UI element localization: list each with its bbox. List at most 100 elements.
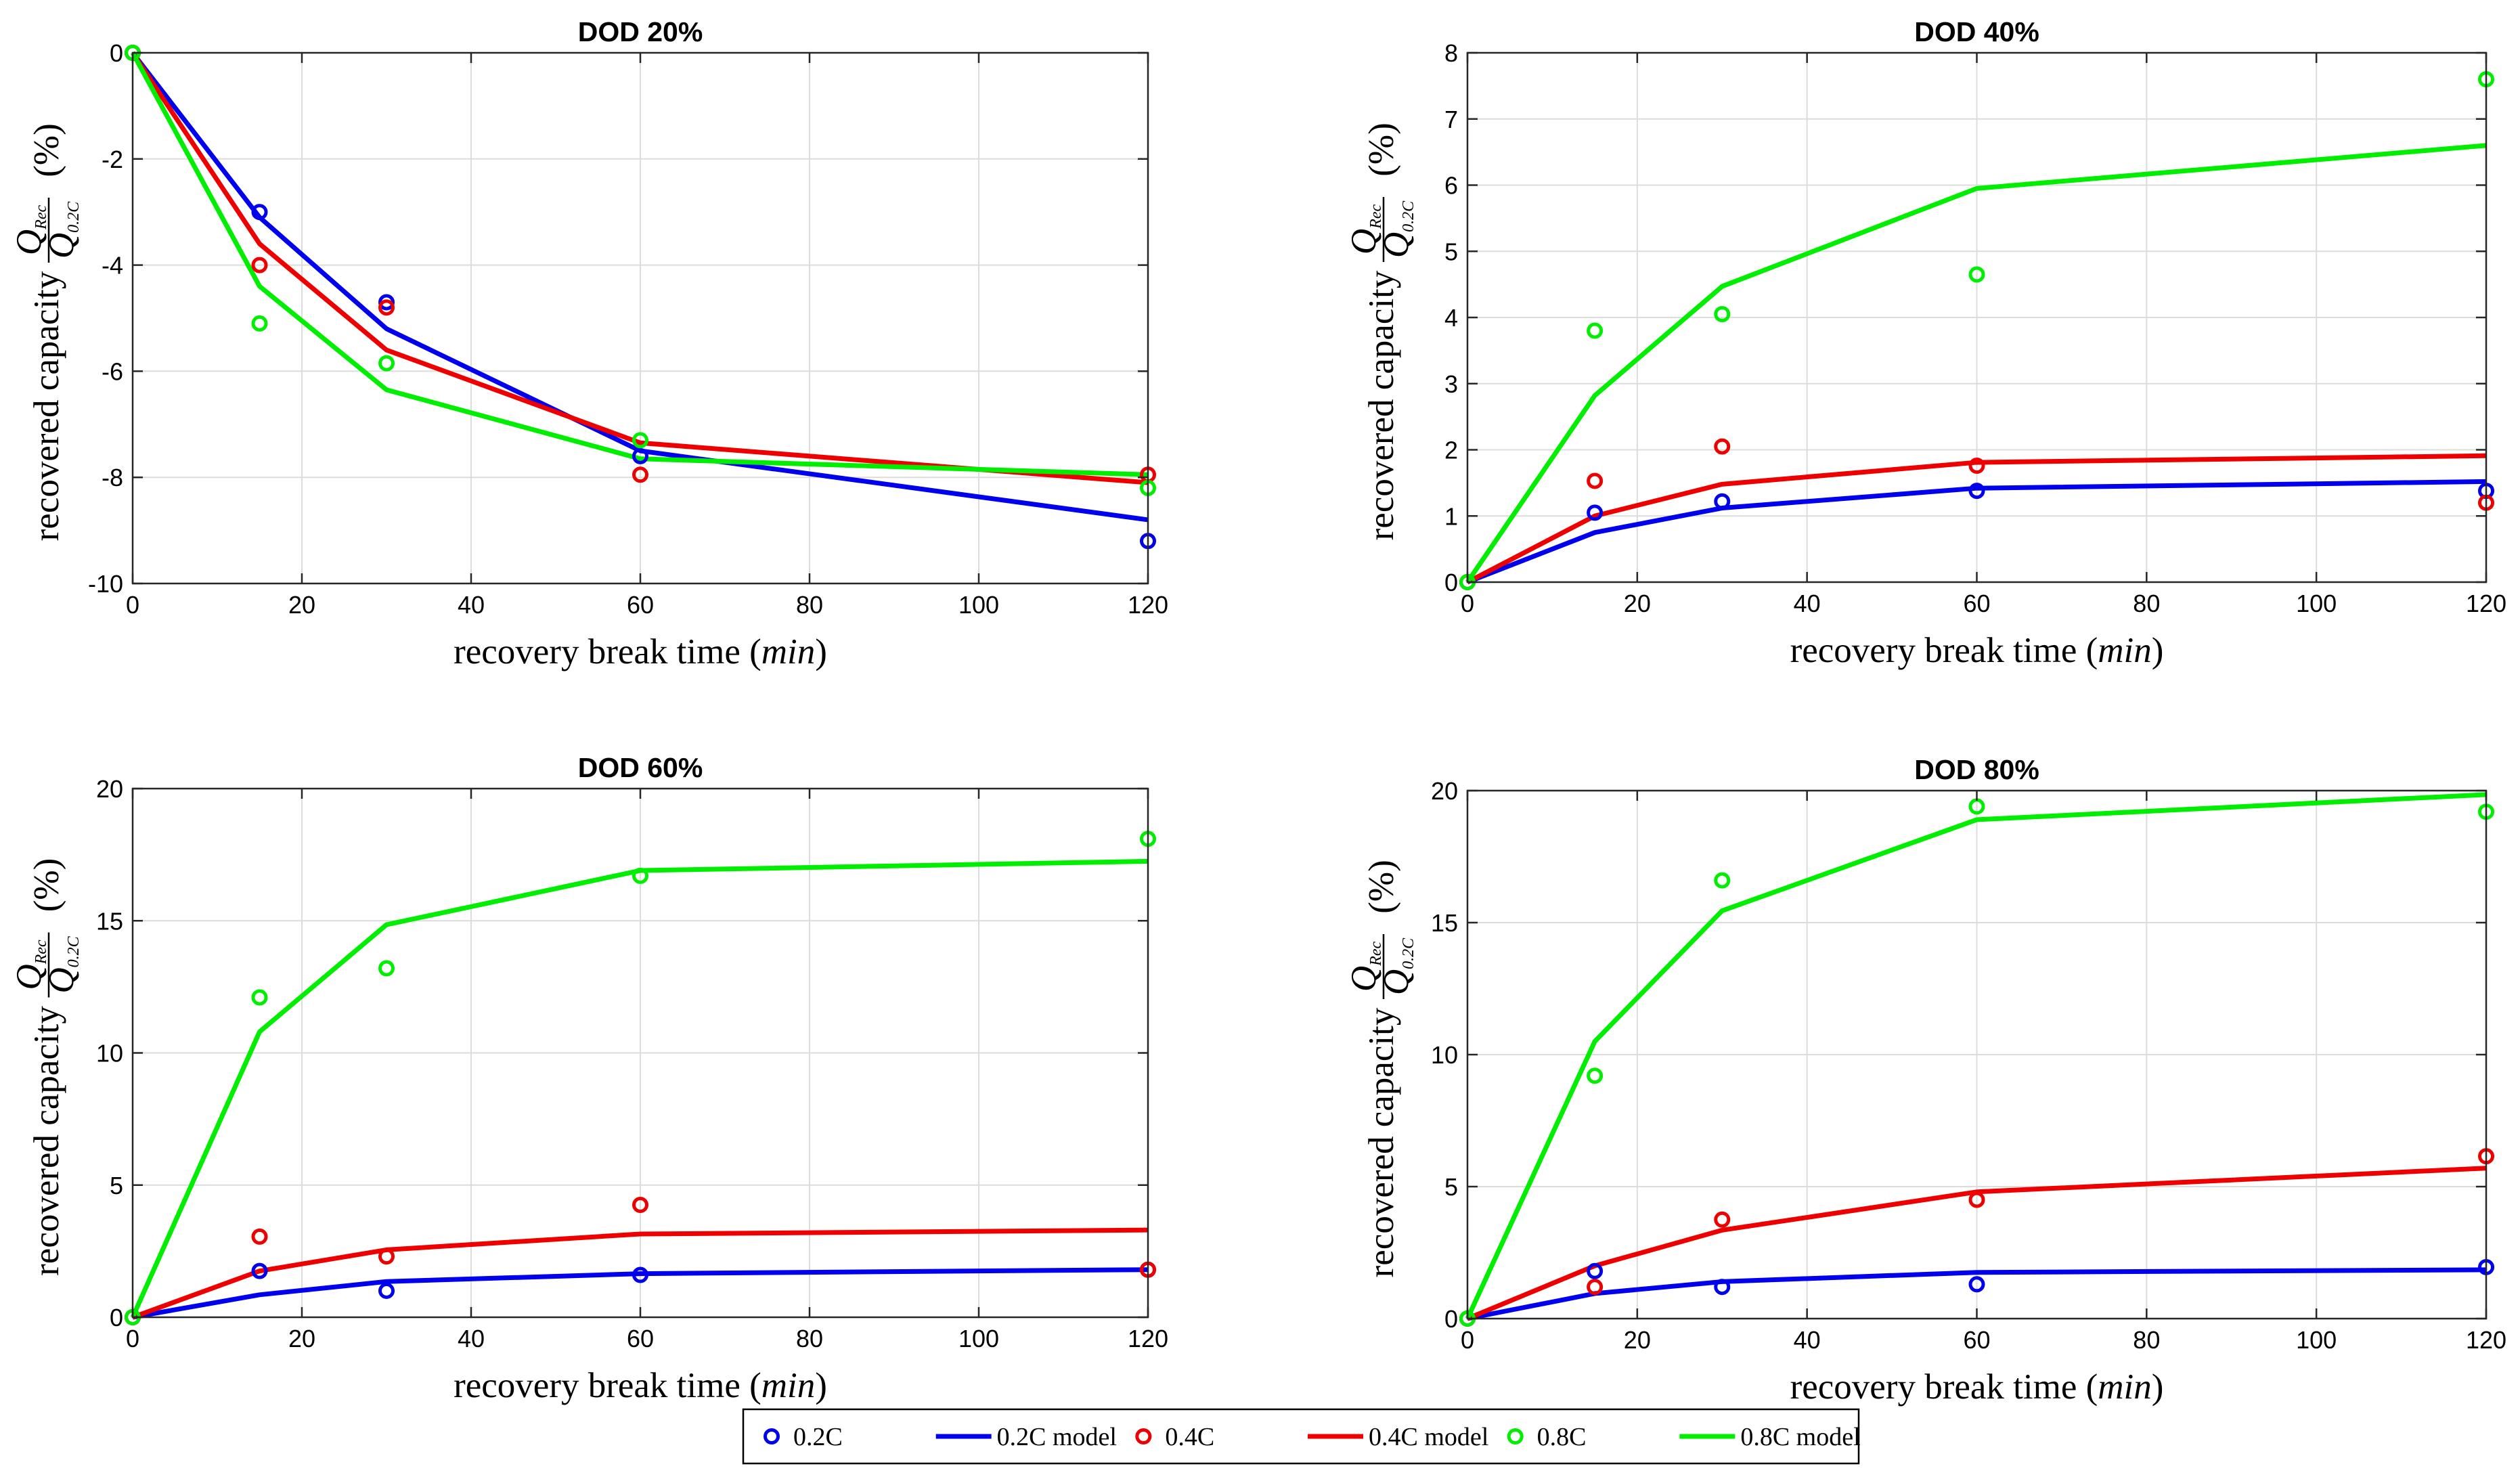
x-tick-label: 60 (1963, 590, 1990, 617)
x-axis-label-unit: min (761, 1366, 816, 1405)
chart-panel-3: 0 20 40 60 80 100 120 0 5 10 15 20 DOD 60% recovery b… (9, 752, 1168, 1405)
x-tick-label: 80 (2133, 590, 2160, 617)
numerator-var: Q (9, 964, 49, 990)
data-point-0-8C (251, 989, 268, 1006)
y-tick-label: 4 (1444, 304, 1458, 332)
series-line-0-8C-model (130, 858, 1149, 1319)
y-axis-label-numerator: QRec (9, 940, 50, 990)
x-tick-label: 40 (1794, 1326, 1821, 1354)
y-tick-label: 0 (110, 39, 123, 67)
data-point-0-2C (632, 447, 648, 464)
data-point-0-4C (1968, 457, 1985, 474)
y-tick-label: -2 (102, 146, 123, 173)
chart-panel-1: 0 20 40 60 80 100 120 -10 -8 -6 -4 -2 0 DOD 20% recove… (9, 16, 1168, 671)
x-tick-label: 100 (2296, 590, 2337, 617)
y-axis-label-unit: (%) (1362, 123, 1401, 176)
y-axis-label-main: recovered capacity (1362, 1007, 1401, 1277)
chart-title: DOD 80% (1914, 754, 2039, 785)
numerator-var: Q (1344, 966, 1384, 992)
data-point-0-8C (251, 315, 268, 332)
x-tick-label: 20 (288, 1325, 315, 1352)
x-tick-label: 0 (126, 591, 139, 619)
numerator-var: Q (9, 229, 49, 255)
data-point-0-8C (1968, 266, 1985, 283)
x-tick-label: 100 (958, 591, 999, 619)
data-point-0-4C (378, 1248, 395, 1265)
y-tick-label: 20 (96, 775, 123, 803)
y-tick-label: 15 (96, 907, 123, 935)
data-point-0-4C (632, 1197, 648, 1214)
legend-box (742, 1408, 1860, 1465)
x-tick-label: 120 (2466, 590, 2506, 617)
y-tick-label: 3 (1444, 370, 1458, 398)
x-axis-label-unit: min (2098, 631, 2152, 670)
denominator-var: Q (1377, 232, 1416, 258)
y-tick-label: -8 (102, 464, 123, 491)
x-tick-label: 100 (2296, 1326, 2337, 1354)
x-axis-label-main: recovery break time ( (1790, 1367, 2098, 1407)
legend-label: 0.8C (1537, 1423, 1587, 1451)
denominator-sub: 0.2C (65, 935, 83, 967)
denominator-sub: 0.2C (1400, 938, 1417, 969)
y-tick-label: 10 (96, 1040, 123, 1067)
series-line-0-4C-model (1466, 1166, 2487, 1321)
x-tick-label: 120 (2466, 1326, 2506, 1354)
x-axis-label-close: ) (815, 1366, 827, 1405)
y-tick-label: -6 (102, 357, 123, 385)
numerator-sub: Rec (1367, 942, 1385, 967)
y-axis-label-numerator: QRec (1344, 942, 1385, 992)
y-axis-label-main: recovered capacity (1362, 270, 1401, 540)
x-tick-label: 120 (1128, 1325, 1168, 1352)
data-point-0-2C (1587, 504, 1604, 521)
legend-label: 0.2C model (997, 1423, 1117, 1451)
data-point-0-8C (1587, 1067, 1604, 1084)
x-axis-label-main: recovery break time ( (454, 632, 761, 671)
legend-label: 0.8C model (1740, 1423, 1860, 1451)
legend: 0.2C 0.2C model 0.4C 0.4C model 0.8C 0.8C mod… (742, 1408, 1861, 1465)
y-axis-label-denominator: Q0.2C (42, 201, 83, 259)
x-tick-label: 20 (1624, 1326, 1651, 1354)
series-line-0-8C-model (1465, 792, 2487, 1320)
data-point-0-8C (1714, 306, 1731, 323)
denominator-sub: 0.2C (1400, 200, 1417, 232)
denominator-var: Q (42, 967, 81, 993)
numerator-sub: Rec (32, 205, 50, 230)
data-point-0-2C (1714, 493, 1731, 510)
series-line-0-2C-model (131, 51, 1149, 523)
x-axis-label-close: ) (2152, 1367, 2164, 1407)
chart-panel-4: 0 20 40 60 80 100 120 0 5 10 15 20 DOD 80% recovery b… (1344, 754, 2506, 1407)
y-tick-label: 0 (110, 1304, 123, 1331)
y-tick-label: 0 (1444, 1305, 1458, 1333)
x-axis-label-close: ) (815, 632, 827, 671)
x-tick-label: 120 (1128, 591, 1168, 619)
data-point-0-4C (251, 1228, 268, 1245)
data-point-0-4C (632, 466, 648, 483)
x-tick-label: 80 (796, 591, 823, 619)
y-tick-label: 15 (1431, 909, 1458, 937)
data-point-0-2C (251, 1262, 268, 1279)
series-line-0-4C-model (1466, 453, 2487, 585)
x-axis-label-main: recovery break time ( (454, 1366, 761, 1405)
denominator-var: Q (1377, 969, 1416, 995)
numerator-sub: Rec (32, 940, 50, 965)
x-axis-label: recovery break time (min) (454, 1366, 827, 1405)
data-point-0-8C (632, 867, 648, 884)
legend-marker-0-2C (764, 1428, 780, 1445)
y-axis-label-main: recovered capacity (27, 271, 66, 541)
data-point-0-8C (1714, 872, 1731, 889)
chart-title: DOD 20% (578, 16, 703, 47)
series-line-0-8C-model (1465, 143, 2487, 583)
legend-label: 0.4C (1165, 1423, 1214, 1451)
series-line-0-4C-model (131, 51, 1149, 485)
x-tick-label: 20 (1624, 590, 1651, 617)
data-point-0-2C (251, 204, 268, 221)
numerator-sub: Rec (1367, 204, 1385, 229)
legend-marker-0-8C (1507, 1428, 1524, 1445)
x-axis-label-close: ) (2152, 631, 2164, 670)
legend-marker-0-4C (1135, 1428, 1152, 1445)
